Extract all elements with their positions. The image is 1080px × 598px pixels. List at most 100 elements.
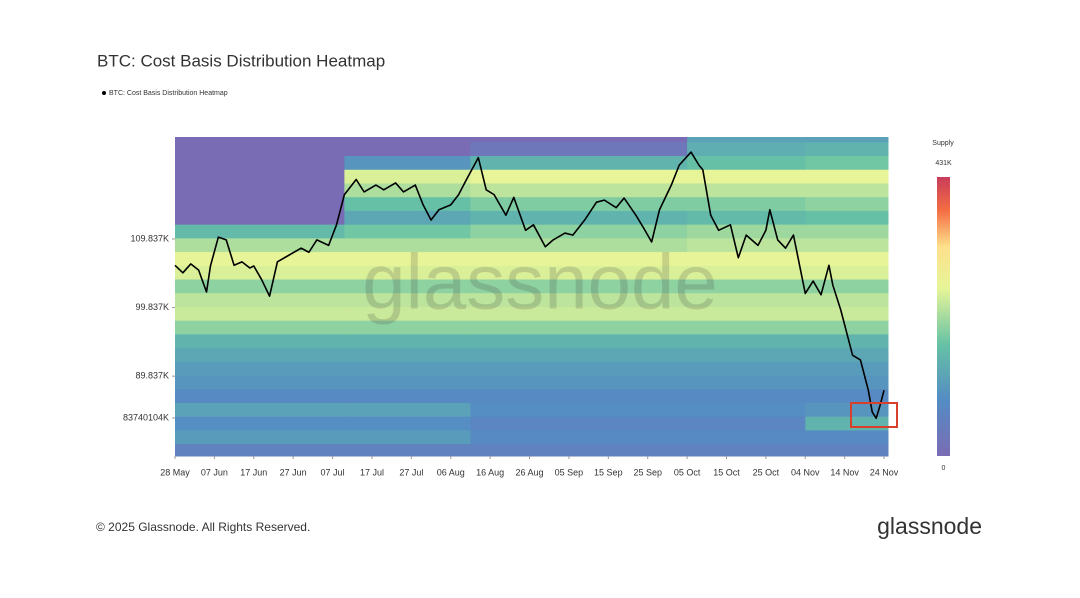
heat-cell (344, 292, 471, 307)
colorbar-bar (937, 177, 950, 456)
heat-cell (175, 237, 345, 253)
x-tick-label: 27 Jul (399, 467, 423, 477)
heat-cell (344, 402, 471, 417)
heat-cell (175, 182, 345, 198)
heat-cell (687, 416, 806, 431)
heat-cell (470, 169, 688, 184)
heat-cell (344, 265, 471, 280)
heat-cell (470, 443, 688, 457)
heat-cell (805, 155, 889, 170)
heat-cell (805, 210, 889, 225)
x-tick-label: 05 Oct (674, 467, 701, 477)
y-tick-label: 109.837K (130, 233, 169, 243)
heat-cell (805, 306, 889, 321)
heat-cell (344, 279, 471, 294)
x-tick-label: 25 Oct (753, 467, 780, 477)
heat-cell (805, 347, 889, 362)
heat-cell (470, 333, 688, 349)
heat-cell (344, 347, 471, 362)
x-tick-label: 15 Sep (594, 467, 623, 477)
heat-cell (470, 137, 688, 143)
heat-cell (687, 251, 806, 266)
heat-cell (344, 210, 471, 225)
heat-cell (175, 141, 345, 157)
plot: 83740104K 89.837K 99.837K 109.837K 28 May 07 … (123, 151, 899, 477)
x-tick-label: 16 Aug (476, 467, 504, 477)
x-tick-label: 07 Jul (321, 467, 345, 477)
heat-cell (344, 237, 471, 253)
heat-cell (805, 375, 889, 390)
heat-cell (344, 388, 471, 403)
heat-cell (687, 265, 806, 280)
heat-cell (470, 347, 688, 362)
heat-cell (175, 361, 345, 376)
heat-cell (805, 279, 889, 294)
heat-cell (687, 333, 806, 349)
heat-cell (805, 224, 889, 239)
heat-cell (470, 141, 688, 157)
heat-cell (805, 237, 889, 253)
heat-cell (175, 210, 345, 225)
heat-cell (344, 137, 471, 143)
heat-cell (687, 210, 806, 225)
heat-cell (175, 155, 345, 170)
heat-cell (687, 237, 806, 253)
highlight-box (850, 402, 898, 428)
colorbar-tick-label: 0 (942, 465, 946, 472)
heat-cell (175, 388, 345, 403)
heat-cell (805, 182, 889, 198)
heat-cell (344, 224, 471, 239)
heat-cell (470, 196, 688, 211)
heat-cell (344, 155, 471, 170)
heat-cell (175, 251, 345, 266)
heat-cell (470, 429, 688, 445)
heat-cell (805, 137, 889, 143)
heat-cell (175, 429, 345, 445)
heat-cell (805, 402, 889, 417)
heat-cell (805, 169, 889, 184)
y-tick-label: 83740104K (123, 412, 169, 422)
heat-cell (805, 361, 889, 376)
heat-cell (805, 292, 889, 307)
heat-cell (344, 443, 471, 457)
heat-cell (805, 196, 889, 211)
heat-cell (470, 361, 688, 376)
x-tick-label: 04 Nov (791, 467, 820, 477)
x-tick-label: 25 Sep (633, 467, 662, 477)
heat-cell (175, 137, 345, 143)
heat-cell (805, 141, 889, 157)
heat-cell (175, 169, 345, 184)
heat-cell (470, 182, 688, 198)
heat-cell (470, 279, 688, 294)
y-tick-label: 89.837K (135, 371, 169, 381)
x-tick-label: 05 Sep (555, 467, 584, 477)
heat-cell (344, 361, 471, 376)
heat-cell (687, 279, 806, 294)
heat-cell (344, 375, 471, 390)
heat-cell (175, 279, 345, 294)
heat-cell (805, 333, 889, 349)
x-tick-label: 26 Aug (516, 467, 544, 477)
x-tick-label: 28 May (160, 467, 190, 477)
heat-cell (687, 137, 806, 143)
heat-cell (805, 265, 889, 280)
heat-cell (687, 169, 806, 184)
heat-cell (344, 320, 471, 335)
legend-label: BTC: Cost Basis Distribution Heatmap (109, 90, 228, 97)
heat-cell (687, 182, 806, 198)
heat-cell (687, 429, 806, 445)
heat-cell (470, 251, 688, 266)
heat-cell (687, 443, 806, 457)
heat-cell (175, 402, 345, 417)
heat-cell (687, 292, 806, 307)
x-tick-label: 17 Jul (360, 467, 384, 477)
heat-cell (175, 196, 345, 211)
chart-title: BTC: Cost Basis Distribution Heatmap (97, 51, 385, 70)
watermark: glassnode (362, 238, 718, 326)
heat-cell (805, 320, 889, 335)
heat-cell (175, 375, 345, 390)
heat-cell (687, 347, 806, 362)
heat-cell (687, 196, 806, 211)
heat-cell (687, 155, 806, 170)
heat-cell (470, 155, 688, 170)
